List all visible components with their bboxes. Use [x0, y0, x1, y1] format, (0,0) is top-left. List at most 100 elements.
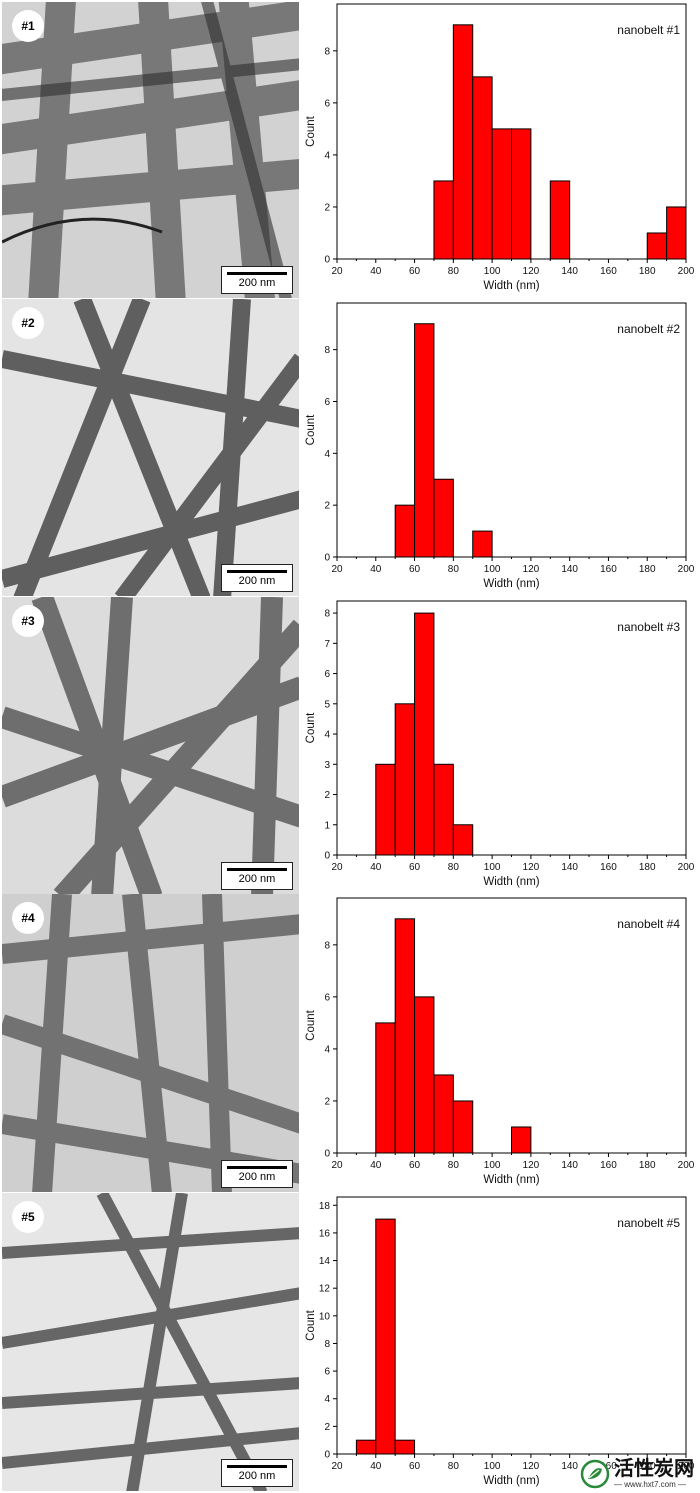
nanobelt-micrograph-3: [2, 597, 299, 894]
histogram-bar: [472, 76, 493, 260]
x-tick-label: 20: [331, 1160, 343, 1171]
x-tick-label: 80: [448, 862, 460, 873]
y-tick-label: 6: [324, 1367, 330, 1378]
x-tick-label: 180: [639, 564, 656, 575]
y-tick-label: 2: [324, 501, 330, 512]
y-tick-label: 0: [324, 851, 330, 862]
histogram-bar: [394, 703, 416, 856]
x-tick-label: 100: [484, 1160, 501, 1171]
x-tick-label: 20: [331, 1461, 343, 1472]
y-tick-label: 2: [324, 790, 330, 801]
tem-image-3: #3 200 nm: [2, 597, 299, 894]
x-tick-label: 80: [448, 564, 460, 575]
x-tick-label: 20: [331, 862, 343, 873]
watermark-url: — www.hxt7.com —: [614, 1480, 687, 1489]
x-tick-label: 40: [370, 564, 382, 575]
scale-label-5: 200 nm: [238, 1470, 276, 1482]
y-axis-label: Count: [305, 712, 317, 743]
x-tick-label: 200: [678, 862, 695, 873]
scale-label-4: 200 nm: [238, 1171, 276, 1183]
panel-tag-1: #1: [12, 10, 44, 42]
histogram-bar: [433, 1074, 454, 1154]
chart-title: nanobelt #4: [617, 917, 680, 931]
tem-image-2: #2 200 nm: [2, 299, 299, 596]
scale-bar-5: 200 nm: [221, 1459, 293, 1487]
chart-title: nanobelt #5: [617, 1216, 680, 1230]
x-tick-label: 200: [678, 266, 695, 277]
x-tick-label: 40: [370, 862, 382, 873]
histogram-bar: [355, 1439, 377, 1455]
panel-2: #2 200 nm 20 40 60 80 100 120 140 160 180 200 0 2 4 6…: [0, 299, 700, 596]
y-tick-label: 6: [324, 992, 330, 1003]
histogram-bar: [452, 24, 474, 260]
histogram-2: 20 40 60 80 100 120 140 160 180 200 0 2 4 6 8 Width (nm…: [300, 299, 700, 596]
x-tick-label: 140: [561, 564, 578, 575]
x-tick-label: 40: [370, 266, 382, 277]
y-tick-label: 14: [319, 1256, 331, 1267]
leaf-badge-icon: [580, 1459, 610, 1488]
y-tick-label: 18: [319, 1201, 331, 1212]
y-tick-label: 2: [324, 1422, 330, 1433]
histogram-bar: [433, 478, 454, 558]
y-tick-label: 0: [324, 1149, 330, 1160]
panel-3: #3 200 nm 20 40 60 80 100 120 140 160 180 200 0 1 2 3…: [0, 597, 700, 894]
scale-label-2: 200 nm: [238, 575, 276, 587]
histogram-bar: [414, 996, 435, 1154]
x-tick-label: 160: [600, 1160, 617, 1171]
x-tick-label: 120: [523, 1160, 540, 1171]
x-tick-label: 60: [409, 862, 421, 873]
x-tick-label: 180: [639, 1461, 656, 1472]
histogram-bar: [452, 1100, 474, 1154]
histogram-bar: [491, 128, 513, 260]
x-tick-label: 180: [639, 1160, 656, 1171]
y-tick-label: 0: [324, 1450, 330, 1461]
x-tick-label: 60: [409, 1160, 421, 1171]
x-tick-label: 60: [409, 1461, 421, 1472]
y-tick-label: 0: [324, 553, 330, 564]
chart-title: nanobelt #2: [617, 322, 680, 336]
scale-label-3: 200 nm: [238, 873, 276, 885]
y-tick-label: 7: [324, 639, 330, 650]
y-tick-label: 8: [324, 609, 330, 620]
histogram-bar: [375, 1218, 396, 1455]
nanobelt-micrograph-2: [2, 299, 299, 596]
chart-title: nanobelt #1: [617, 23, 680, 37]
tem-image-1: #1 200 nm: [2, 2, 299, 298]
x-axis-label: Width (nm): [483, 578, 539, 590]
histogram-bar: [414, 612, 435, 856]
histogram-bar: [511, 1126, 532, 1154]
y-tick-label: 8: [324, 1339, 330, 1350]
histogram-bar: [394, 918, 416, 1154]
panel-tag-4: #4: [12, 902, 44, 934]
x-tick-label: 80: [448, 266, 460, 277]
x-tick-label: 100: [484, 862, 501, 873]
nanobelt-micrograph-5: [2, 1193, 299, 1491]
histogram-bar: [549, 180, 571, 260]
histogram-bar: [511, 128, 532, 260]
panel-tag-5: #5: [12, 1201, 44, 1233]
y-tick-label: 12: [319, 1284, 331, 1295]
histogram-bar: [452, 824, 474, 856]
x-tick-label: 120: [523, 1461, 540, 1472]
x-tick-label: 20: [331, 266, 343, 277]
x-axis-label: Width (nm): [483, 876, 539, 888]
y-axis-label: Count: [305, 414, 317, 445]
x-tick-label: 20: [331, 564, 343, 575]
panel-1: #1 200 nm 20 40 60 80 100 120 140 160 180 200 0 2 4 6…: [0, 0, 700, 298]
x-tick-label: 120: [523, 564, 540, 575]
y-axis-label: Count: [305, 1009, 317, 1040]
nanobelt-micrograph-4: [2, 894, 299, 1192]
histogram-bar: [433, 180, 454, 260]
histogram-bar: [394, 504, 416, 558]
x-tick-label: 180: [639, 862, 656, 873]
y-tick-label: 4: [324, 730, 330, 741]
x-axis-label: Width (nm): [483, 1174, 539, 1186]
y-tick-label: 4: [324, 150, 330, 161]
x-tick-label: 80: [448, 1160, 460, 1171]
y-tick-label: 8: [324, 940, 330, 951]
scale-bar-4: 200 nm: [221, 1160, 293, 1188]
scale-bar-3: 200 nm: [221, 862, 293, 890]
y-tick-label: 0: [324, 255, 330, 266]
x-axis-label: Width (nm): [483, 280, 539, 292]
y-tick-label: 6: [324, 98, 330, 109]
